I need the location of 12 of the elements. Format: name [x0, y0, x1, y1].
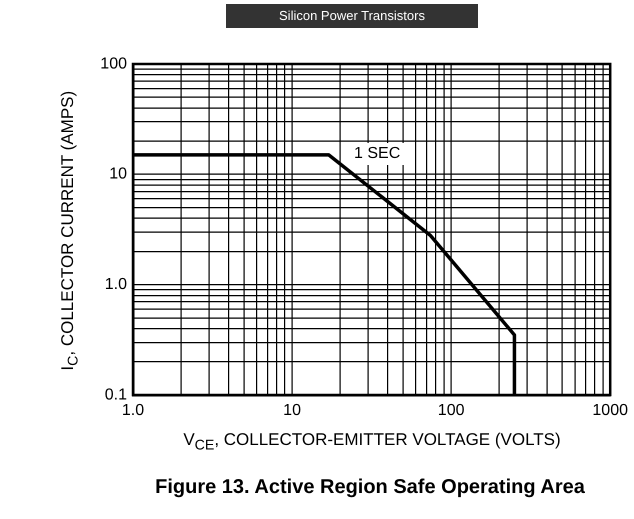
- x-tick-label: 1.0: [122, 402, 144, 420]
- text: Silicon Power Transistors: [226, 4, 478, 28]
- y-tick-label: 0.1: [104, 386, 128, 404]
- x-tick-label: 1000: [592, 402, 628, 420]
- annotation: 1 SEC: [348, 143, 406, 165]
- x-tick-label: 100: [438, 402, 465, 420]
- y-tick-label: 1.0: [104, 276, 128, 294]
- y-tick-label: 100: [100, 55, 128, 72]
- y-tick-label: 10: [109, 166, 128, 183]
- x-tick-label: 10: [283, 402, 302, 420]
- x-axis-title: V$_{CE}$, COLLECTOR-EMITTER VOLTAGE (VOLTS): [182, 430, 562, 454]
- text: Figure 13. Active Region Safe Operating Area: [154, 476, 586, 499]
